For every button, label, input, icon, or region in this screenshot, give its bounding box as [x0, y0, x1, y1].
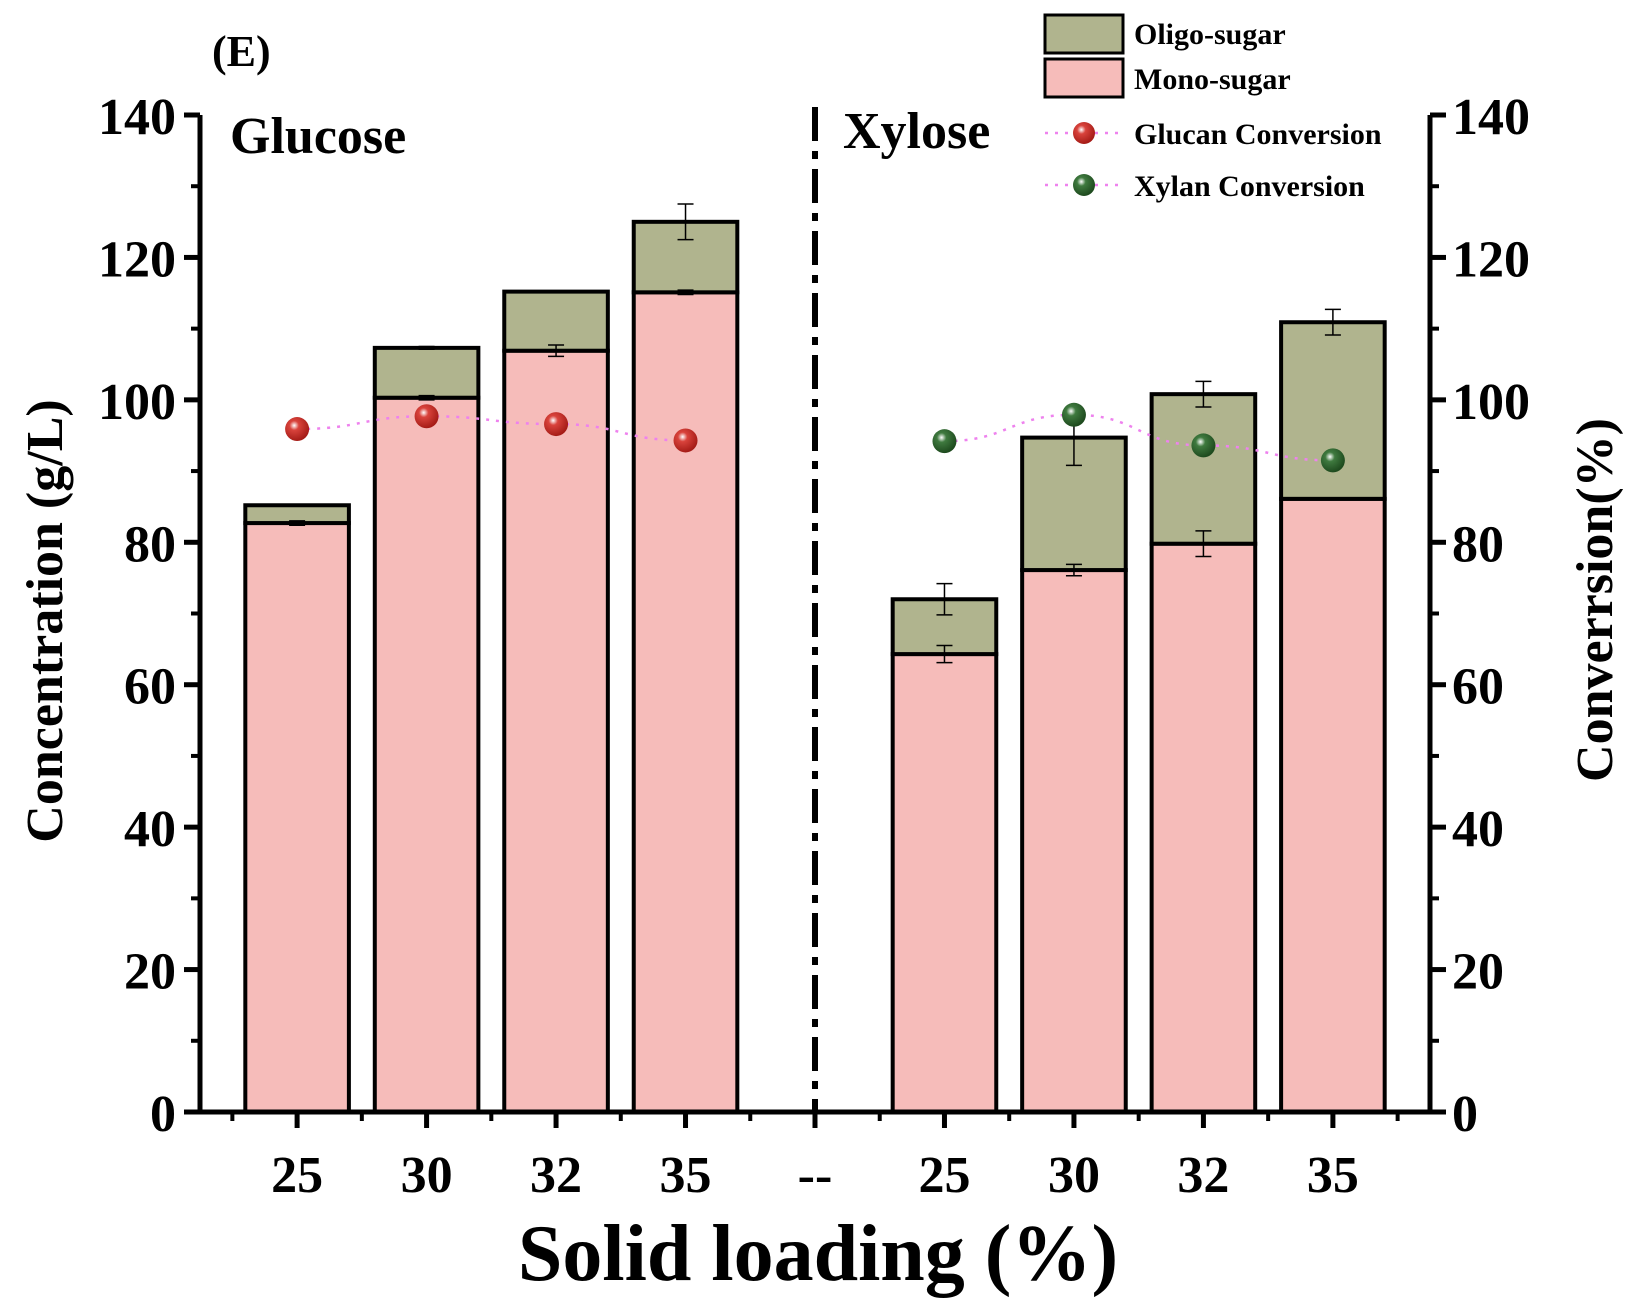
legend-marker-glucan: [1073, 122, 1095, 144]
error-bar-oligo-sugar: [677, 203, 694, 241]
legend-swatch-oligo-sugar: [1043, 13, 1125, 55]
xylan-conversion-line: [944, 413, 1333, 462]
xylan-conversion-point: [1320, 448, 1345, 473]
y-axis-left-label: Concentration (g/L): [17, 399, 74, 842]
bar-mono-sugar: [1020, 568, 1128, 1114]
bar-mono-sugar: [631, 290, 740, 1115]
legend-marker-xylan: [1073, 174, 1095, 196]
bar-mono-sugar: [1279, 496, 1387, 1115]
legend-label-xylan-conversion: Xylan Conversion: [1134, 170, 1365, 203]
bar-mono-sugar: [890, 652, 999, 1115]
legend-label-glucan-conversion: Glucan Conversion: [1134, 118, 1382, 151]
plot-area: 0 0 20 20 40 40 60 60 80 80 100 100 120 120 140 140 25 30…: [98, 89, 1530, 1204]
bar-mono-sugar: [1149, 541, 1258, 1114]
x-tick-label: 35: [1307, 1147, 1359, 1204]
x-tick-label: 25: [271, 1147, 323, 1204]
y-left-tick-label: 40: [124, 801, 176, 858]
bar-oligo-sugar: [1149, 392, 1258, 546]
y-left-tick-label: 0: [150, 1086, 176, 1143]
legend: Oligo-sugar Mono-sugar Glucan Conversion…: [1043, 13, 1382, 203]
y-left-tick-label: 80: [124, 516, 176, 573]
x-tick-label: 25: [918, 1147, 970, 1204]
x-tick-label: 30: [401, 1147, 453, 1204]
error-bar-mono-sugar: [548, 344, 565, 358]
y-right-tick-label: 120: [1452, 231, 1530, 288]
bar-mono-sugar: [502, 348, 610, 1114]
y-left-tick-label: 20: [124, 944, 176, 1001]
group-label-xylose: Xylose: [843, 103, 990, 160]
y-right-tick-label: 80: [1452, 516, 1504, 573]
y-left-tick-label: 60: [124, 659, 176, 716]
y-left-tick-label: 100: [98, 374, 176, 431]
glucan-conversion-point: [414, 404, 439, 429]
y-right-tick-label: 60: [1452, 659, 1504, 716]
legend-label-oligo-sugar: Oligo-sugar: [1134, 18, 1286, 51]
bar-oligo-sugar: [502, 289, 610, 353]
error-bar-mono-sugar: [418, 394, 435, 401]
y-left-tick-label: 120: [98, 231, 176, 288]
y-right-tick-label: 40: [1452, 801, 1504, 858]
x-tick-label: 32: [1177, 1147, 1229, 1204]
xylan-conversion-point: [1191, 433, 1216, 458]
panel-label: (E): [212, 27, 271, 76]
group-label-glucose: Glucose: [230, 108, 406, 165]
error-bar-oligo-sugar: [418, 345, 435, 351]
y-axis-right-label: Converrsion(%): [1567, 418, 1624, 782]
bar-oligo-sugar: [372, 345, 481, 400]
xylan-conversion-point: [1061, 402, 1086, 427]
glucan-conversion-line: [297, 414, 686, 442]
error-bar-oligo-sugar: [1324, 308, 1341, 336]
x-axis-label: Solid loading (%): [518, 1210, 1118, 1298]
y-right-tick-label: 140: [1452, 89, 1530, 146]
legend-label-mono-sugar: Mono-sugar: [1134, 63, 1291, 96]
error-bar-mono-sugar: [289, 520, 306, 526]
error-bar-oligo-sugar: [1195, 380, 1212, 408]
error-bar-mono-sugar: [1065, 563, 1082, 577]
error-bar-oligo-sugar: [936, 582, 953, 616]
glucan-conversion-point: [285, 417, 310, 442]
error-bar-mono-sugar: [1195, 530, 1212, 558]
x-tick-label: --: [798, 1147, 833, 1204]
y-right-tick-label: 100: [1452, 374, 1530, 431]
error-bar-mono-sugar: [936, 644, 953, 664]
x-tick-label: 35: [660, 1147, 712, 1204]
x-tick-label: 32: [530, 1147, 582, 1204]
glucan-conversion-point: [544, 412, 569, 437]
y-left-tick-label: 140: [98, 89, 176, 146]
bar-mono-sugar: [372, 395, 481, 1114]
y-right-tick-label: 0: [1452, 1086, 1478, 1143]
error-bar-mono-sugar: [677, 289, 694, 296]
y-right-tick-label: 20: [1452, 944, 1504, 1001]
glucan-conversion-point: [673, 428, 698, 453]
legend-swatch-mono-sugar: [1043, 57, 1125, 99]
x-tick-label: 30: [1048, 1147, 1100, 1204]
bar-mono-sugar: [243, 521, 351, 1114]
xylan-conversion-point: [932, 429, 957, 454]
